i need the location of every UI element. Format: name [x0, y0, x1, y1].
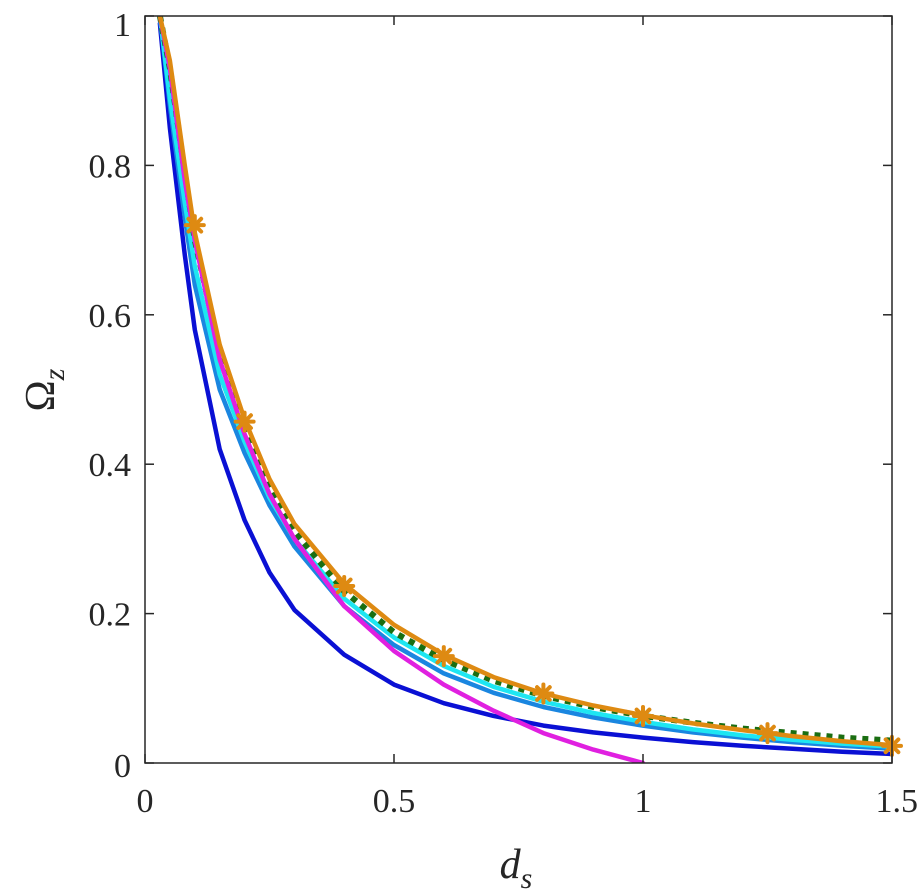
- marker-point: [532, 682, 555, 705]
- series-line-1: [157, 21, 892, 757]
- y-tick-label: 0.4: [89, 447, 132, 484]
- series-line-6: [157, 16, 892, 748]
- x-axis-label: ds: [500, 842, 533, 895]
- x-tick-label: 0.5: [373, 783, 416, 820]
- y-axis-label: Ωz: [18, 368, 71, 411]
- marker-point: [333, 574, 356, 597]
- y-axis-label-sub: z: [38, 368, 71, 381]
- series-line-4: [156, 16, 892, 744]
- tick-labels-layer: 0 0.5 1 1.5 0 0.2 0.4 0.6 0.8 1: [89, 7, 919, 820]
- y-tick-label: 0.2: [89, 597, 132, 634]
- marker-point: [183, 214, 206, 237]
- markers-layer: [183, 214, 903, 757]
- x-axis-label-main: d: [500, 842, 522, 888]
- x-tick-label: 1: [635, 783, 652, 820]
- marker-point: [632, 704, 654, 727]
- series-line-3: [157, 16, 892, 749]
- plot-frame: [144, 15, 893, 764]
- y-tick-label: 1: [114, 7, 131, 44]
- series-line-2: [157, 16, 892, 752]
- y-axis-label-main: Ω: [18, 380, 64, 411]
- y-tick-label: 0: [114, 748, 131, 785]
- y-tick-label: 0.6: [89, 298, 132, 335]
- x-tick-label: 0: [137, 783, 154, 820]
- axes-layer: [144, 15, 893, 764]
- x-tick-label: 1.5: [876, 783, 919, 820]
- marker-point: [432, 645, 455, 668]
- marker-point: [233, 410, 256, 433]
- marker-point: [756, 722, 779, 745]
- y-tick-label: 0.8: [89, 148, 132, 185]
- curves-layer: [156, 16, 892, 763]
- x-axis-label-sub: s: [521, 862, 533, 895]
